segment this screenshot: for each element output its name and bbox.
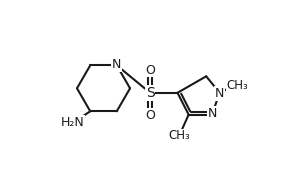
Text: CH₃: CH₃ — [227, 79, 249, 92]
Text: N: N — [112, 58, 121, 71]
Text: O: O — [145, 109, 155, 122]
Text: O: O — [145, 64, 155, 76]
Text: N: N — [215, 87, 224, 100]
Text: N: N — [208, 107, 217, 120]
Text: H₂N: H₂N — [60, 116, 84, 129]
Text: CH₃: CH₃ — [168, 129, 190, 142]
Text: S: S — [146, 86, 155, 100]
